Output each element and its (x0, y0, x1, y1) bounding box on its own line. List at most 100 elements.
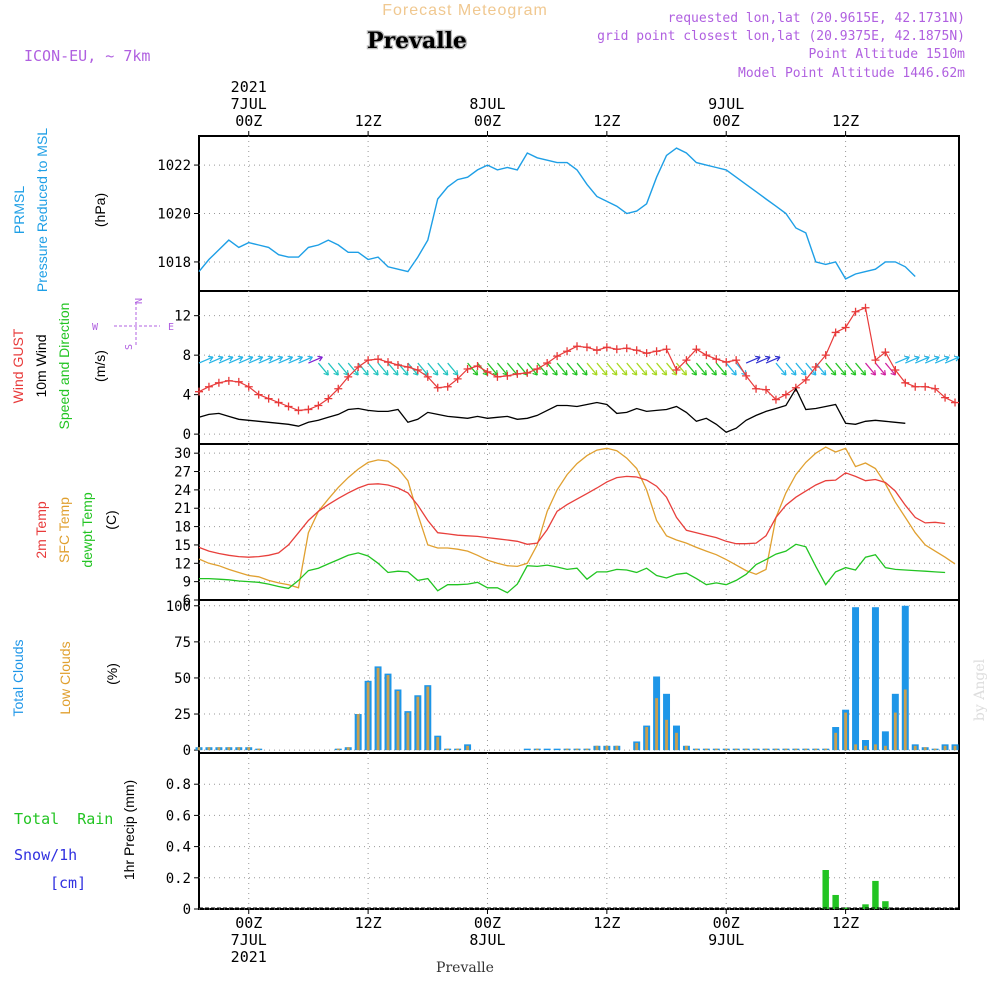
wind-arrow (496, 362, 508, 376)
wind-gust-marker (841, 323, 850, 332)
wind-arrow-head (681, 370, 688, 376)
y-tick-label: 8 (183, 348, 191, 364)
prmsl-label: PRMSL (11, 186, 27, 234)
low-cloud-bar (953, 745, 957, 751)
wind-gust-marker (314, 401, 323, 410)
y-tick-label: 1020 (157, 207, 191, 223)
wind-gust-line (198, 306, 956, 412)
top-time-label: 7JUL (231, 95, 267, 113)
total-cloud-bar (881, 731, 889, 751)
total-cloud-bar (543, 748, 551, 751)
compass-s: S (124, 344, 135, 350)
total-cloud-bar (901, 605, 909, 751)
wind-gust-marker (195, 387, 203, 396)
wind-gust-marker (732, 356, 741, 365)
dewpoint-line (199, 543, 946, 594)
wind-arrow (268, 356, 283, 364)
low-cloud-bar (376, 667, 380, 751)
wind-arrow-head (800, 370, 807, 376)
bottom-time-label: 12Z (355, 914, 382, 932)
low-cloud-bar (605, 745, 609, 751)
wind-gust-marker (672, 365, 681, 374)
prmsl-unit-label: (hPa) (92, 193, 108, 227)
wind-gust-marker (941, 393, 950, 402)
wind-arrow-head (820, 370, 827, 376)
low-cloud-bar (844, 712, 847, 751)
compass-n: N (132, 298, 143, 304)
y-tick-label: 0.2 (166, 871, 191, 887)
bottom-time-label: 12Z (832, 914, 859, 932)
wind-arrow-head (731, 370, 737, 376)
low-cloud-bar (535, 748, 539, 751)
total-rain-label: Total Rain (14, 810, 113, 828)
requested-coords: requested lon,lat (20.9615E, 42.1731N) (668, 11, 965, 26)
wind-gust-marker (393, 361, 402, 370)
wind-arrow (238, 356, 254, 364)
wind-gust-marker (344, 372, 353, 381)
bottom-station-label: Prevalle (436, 960, 494, 976)
top-time-label: 00Z (474, 112, 501, 130)
wind-gust-marker (374, 355, 383, 364)
wind-arrow (636, 362, 648, 376)
panel-2: 6 9 12 15 18 21 24 27 30 (174, 443, 960, 609)
y-tick-label: 18 (174, 520, 191, 536)
wind-arrow-head (297, 355, 304, 362)
y-tick-label: 75 (174, 635, 191, 651)
low-cloud-bar (575, 748, 579, 751)
snow-cm-label: [cm] (50, 874, 86, 892)
y-tick-label: 0 (183, 902, 191, 918)
wind-arrow (367, 362, 379, 376)
wind-arrow (208, 356, 224, 364)
wind-gust-marker (921, 382, 930, 391)
low-cloud-bar (346, 747, 350, 751)
wind-arrow-head (721, 370, 727, 376)
wind-arrow-head (641, 370, 648, 376)
wind-arrow-head (621, 370, 628, 376)
rain-bar (862, 904, 869, 909)
low-cloud-bar (615, 745, 619, 751)
wind-gust-marker (602, 343, 611, 352)
precip-axis-label: 1hr Precip (mm) (121, 780, 137, 880)
wind-gust-marker (224, 376, 233, 385)
wind-arrow-head (317, 355, 323, 362)
wind-arrow (228, 356, 244, 364)
wind-gust-marker (911, 382, 920, 391)
wind-arrow-head (790, 370, 797, 376)
rain-bar (882, 901, 889, 909)
low-cloud-bar (426, 686, 430, 751)
wind-arrow-head (373, 370, 379, 376)
wind-arrow (357, 362, 369, 376)
wind-arrow-head (850, 370, 857, 376)
wind-arrow-head (267, 355, 274, 362)
low-cloud-bar (655, 698, 658, 751)
wind-arrow (676, 362, 687, 376)
bottom-time-label: 00Z (235, 914, 262, 932)
wind-gust-marker (334, 384, 343, 393)
wind-gust-marker (413, 365, 422, 374)
wind-arrow-head (830, 370, 837, 376)
wind-10m-label: 10m Wind (33, 334, 49, 397)
wind-arrow (377, 362, 389, 376)
wind-arrow (944, 356, 960, 364)
wind-arrow (646, 362, 658, 376)
wind-arrow (586, 362, 598, 376)
y-tick-label: 0.4 (166, 840, 191, 856)
wind-arrow-head (237, 355, 244, 362)
wind-gust-marker (801, 375, 810, 384)
wind-panel-labels: Wind GUST 10m Wind Speed and Direction (… (10, 298, 174, 429)
wind-gust-marker (901, 378, 910, 387)
wind-gust-marker (781, 390, 790, 399)
wind-gust-marker (612, 345, 621, 354)
wind-arrow-head (383, 370, 389, 376)
wind-arrow (725, 362, 737, 376)
wind-arrow-head (611, 370, 618, 376)
wind-arrow (745, 356, 761, 364)
wind-arrow-head (277, 355, 284, 362)
wind-gust-marker (742, 371, 751, 380)
wind-arrow (855, 362, 867, 376)
wind-gust-marker (881, 348, 890, 357)
wind-gust-marker (722, 358, 731, 367)
top-time-label: 8JUL (469, 95, 505, 113)
wind-gust-marker (811, 363, 820, 372)
